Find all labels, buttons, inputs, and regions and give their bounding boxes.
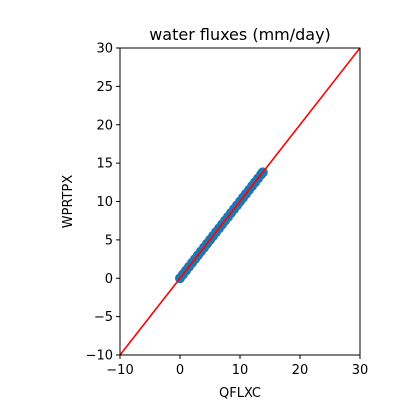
y-tick-label: 5	[105, 233, 113, 248]
y-tick-label: −10	[86, 349, 113, 364]
x-tick-label: −10	[106, 363, 133, 378]
y-tick-label: −5	[94, 310, 113, 325]
y-axis-title: WPRTPX	[61, 175, 76, 229]
y-tick-label: 25	[96, 80, 113, 95]
plot-area: −10 0 10 20 30 −10 −5 0 5 10 15 20 25 30	[86, 42, 369, 379]
chart-title: water fluxes (mm/day)	[149, 25, 331, 44]
y-tick-label: 10	[96, 195, 113, 210]
x-tick-label: 30	[352, 363, 369, 378]
x-tick-label: 0	[176, 363, 184, 378]
y-tick-label: 15	[96, 157, 113, 172]
x-axis-title: QFLXC	[219, 386, 261, 400]
y-tick-label: 0	[105, 272, 113, 287]
x-tick-label: 10	[232, 363, 249, 378]
reference-line	[120, 48, 360, 355]
y-tick-label: 20	[96, 118, 113, 133]
x-tick-label: 20	[292, 363, 309, 378]
y-tick-label: 30	[96, 42, 113, 57]
